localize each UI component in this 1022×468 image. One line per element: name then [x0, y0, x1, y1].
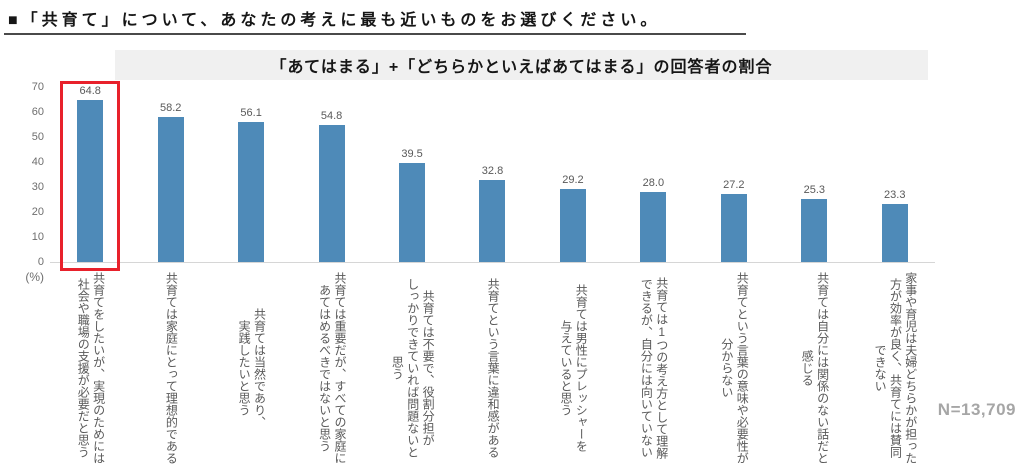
category-label-text: 共育ては重要だが、すべての家庭に あてはめるべきではないと思う — [317, 272, 347, 464]
bar-value-label: 58.2 — [159, 101, 182, 114]
bar-column: 56.1 共育ては当然であり、 実践したいと思う — [211, 87, 291, 428]
category-label-text: 家事や育児は夫婦どちらかが担った 方が効率が良く、共育てには賛同 できない — [873, 272, 918, 464]
bar-column: 64.8 共育てをしたいが、実現のためには 社会や職場の支援が必要だと思う — [50, 81, 130, 464]
bar — [157, 116, 184, 262]
category-label-text: 共育てという言葉の意味や必要性が 分からない — [719, 272, 750, 464]
bar — [881, 203, 908, 262]
bar-column: 29.2 共育ては男性にプレッシャーを 与えていると思う — [533, 87, 613, 452]
plot-area: 64.8 共育てをしたいが、実現のためには 社会や職場の支援が必要だと思う 58.2… — [50, 81, 935, 464]
y-axis-tick: 40 — [31, 156, 44, 168]
highlight-box — [60, 81, 121, 271]
category-label: 共育ては当然であり、 実践したいと思う — [203, 268, 299, 468]
y-axis-unit-label: (%) — [25, 270, 44, 284]
bar — [559, 189, 586, 262]
category-label: 共育ては重要だが、すべての家庭に あてはめるべきではないと思う — [283, 268, 379, 468]
bar — [801, 198, 828, 262]
bar-column: 32.8 共育てという言葉に違和感がある — [452, 87, 532, 458]
category-label-text: 共育ては男性にプレッシャーを 与えていると思う — [558, 284, 589, 452]
category-label: 共育てをしたいが、実現のためには 社会や職場の支援が必要だと思う — [42, 268, 138, 468]
bar-column: 39.5 共育ては不要で、役割分担が しっかりできていれば問題ないと 思う — [372, 87, 452, 458]
category-label: 家事や育児は夫婦どちらかが担った 方が効率が良く、共育てには賛同 できない — [847, 268, 943, 468]
bar-column: 54.8 共育ては重要だが、すべての家庭に あてはめるべきではないと思う — [291, 87, 371, 464]
category-label-text: 共育てをしたいが、実現のためには 社会や職場の支援が必要だと思う — [76, 272, 106, 464]
y-axis: 70 60 50 40 30 20 10 0 — [14, 81, 44, 287]
chart-title-band: 「あてはまる」+「どちらかといえばあてはまる」の回答者の割合 — [115, 50, 928, 80]
question-heading: ■「共育て」について、あなたの考えに最も近いものをお選びください。 — [8, 12, 661, 29]
category-label: 共育ては男性にプレッシャーを 与えていると思う — [525, 268, 621, 468]
chart-title: 「あてはまる」+「どちらかといえばあてはまる」の回答者の割合 — [270, 59, 773, 76]
bar-value-label: 39.5 — [401, 148, 423, 161]
bar-column: 58.2 共育ては家庭にとって理想的である — [130, 87, 210, 464]
bar-value-label: 56.1 — [240, 106, 262, 119]
category-label-text: 共育ては当然であり、 実践したいと思う — [237, 308, 267, 428]
y-axis-tick: 50 — [31, 131, 44, 143]
bar-value-label: 27.2 — [723, 179, 745, 191]
bar-column: 23.3 家事や育児は夫婦どちらかが担った 方が効率が良く、共育てには賛同 できな… — [855, 87, 935, 464]
category-label-text: 共育てという言葉に違和感がある — [486, 278, 501, 458]
category-label: 共育てという言葉の意味や必要性が 分からない — [686, 268, 782, 468]
category-label-text: 共育ては不要で、役割分担が しっかりできていれば問題ないと 思う — [390, 278, 436, 458]
category-label: 共育ては不要で、役割分担が しっかりできていれば問題ないと 思う — [364, 268, 460, 468]
y-axis-tick: 30 — [31, 181, 44, 193]
category-label-text: 共育ては家庭にとって理想的である — [164, 272, 179, 464]
heading-underline — [4, 33, 746, 35]
y-axis-tick: 70 — [31, 81, 44, 93]
y-axis-tick: 60 — [31, 106, 44, 118]
bar — [640, 192, 667, 262]
bar-value-label: 64.8 — [79, 85, 101, 97]
bar — [720, 194, 747, 262]
category-label: 共育ては自分には関係のない話だと 感じる — [766, 268, 862, 468]
y-axis-tick: 0 — [37, 256, 44, 268]
y-axis-tick: 10 — [31, 231, 44, 243]
category-label: 共育ては1つの考え方として理解 できるが、自分には向いていない — [605, 268, 701, 468]
bar-value-label: 25.3 — [803, 183, 826, 196]
bar-value-label: 29.2 — [562, 174, 584, 186]
category-label-text: 共育ては1つの考え方として理解 できるが、自分には向いていない — [639, 277, 669, 459]
y-axis-tick: 20 — [31, 206, 44, 218]
bar — [479, 180, 506, 262]
bar-value-label: 54.8 — [320, 110, 343, 122]
category-label-text: 共育ては自分には関係のない話だと 感じる — [800, 272, 830, 464]
bar — [77, 100, 104, 262]
bar — [238, 121, 265, 262]
sample-size-note: N=13,709 — [937, 400, 1016, 419]
bar-value-label: 28.0 — [642, 177, 665, 189]
category-label: 共育ては家庭にとって理想的である — [122, 268, 218, 468]
category-label: 共育てという言葉に違和感がある — [444, 268, 540, 468]
bar-column: 27.2 共育てという言葉の意味や必要性が 分からない — [694, 87, 774, 464]
bar — [318, 125, 345, 262]
bar-value-label: 23.3 — [884, 188, 906, 201]
bar-column: 25.3 共育ては自分には関係のない話だと 感じる — [774, 87, 854, 464]
bar-column: 28.0 共育ては1つの考え方として理解 できるが、自分には向いていない — [613, 87, 693, 459]
bar — [399, 163, 426, 262]
bar-value-label: 32.8 — [481, 165, 504, 177]
